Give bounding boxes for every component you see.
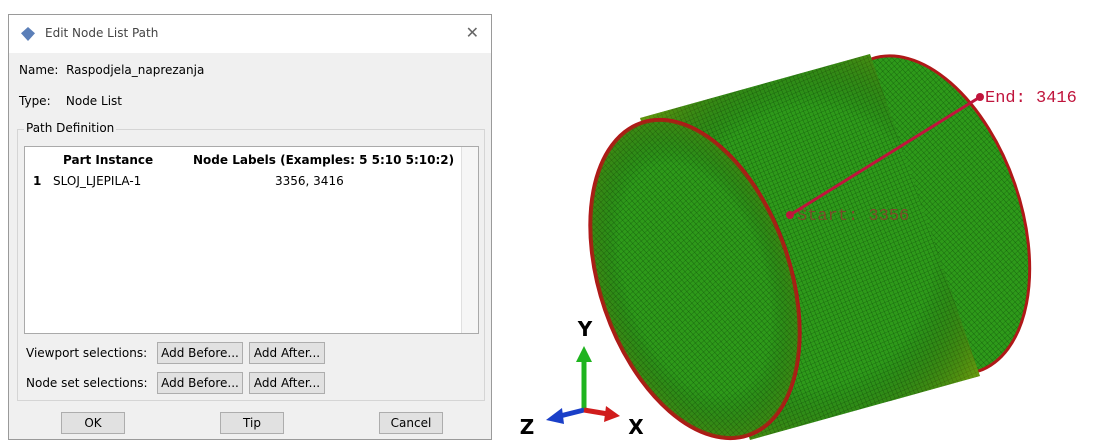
title-bar: Edit Node List Path ✕ [9,15,491,53]
end-node [976,93,984,101]
cell[interactable]: 3356, 3416 [275,174,344,188]
dialog-title: Edit Node List Path [45,26,158,40]
button[interactable]: Add Before... [157,372,243,394]
face-shading [551,92,838,448]
axis-label: Y [577,317,593,341]
column-header[interactable]: Part Instance [63,153,153,167]
column-header[interactable]: Node Labels (Examples: 5 5:10 5:10:2) [193,153,454,167]
name-label: Name: [19,63,58,77]
type-row: Type: Node List [19,94,122,108]
page: Edit Node List Path ✕ Name: Raspodjela_n… [0,0,1117,448]
cancel-button[interactable]: Cancel [379,412,443,434]
path-line [790,97,980,215]
end-label: End: 3416 [985,89,1077,108]
axis-label: Z [520,415,535,439]
close-button[interactable]: ✕ [466,23,479,42]
name-row: Name: Raspodjela_naprezanja [19,63,204,77]
start-node [786,211,794,219]
button[interactable]: Add After... [249,372,325,394]
button[interactable]: Add After... [249,342,325,364]
app-icon [21,27,35,41]
nodeset-label: Node set selections: [26,376,148,390]
viewport-label: Viewport selections: [26,346,147,360]
type-value: Node List [66,94,122,108]
tip-button[interactable]: Tip [220,412,284,434]
path-group: Path Definition Part Instance Node Label… [17,129,485,401]
row-index: 1 [33,174,41,188]
start-label: Start: 3356 [797,207,909,226]
ok-button[interactable]: OK [61,412,125,434]
axis-label: X [628,415,644,439]
name-value: Raspodjela_naprezanja [66,63,204,77]
back-face [781,28,1068,402]
cell[interactable]: SLOJ_LJEPILA-1 [53,174,141,188]
scrollbar[interactable] [461,147,478,333]
table: Part Instance Node Labels (Examples: 5 5… [24,146,479,334]
dialog: Edit Node List Path ✕ Name: Raspodjela_n… [8,14,492,440]
cylinder [551,28,1068,448]
group-title: Path Definition [24,121,116,135]
front-face [551,92,838,448]
cylinder-body [640,54,980,440]
body-shading [640,54,980,440]
type-label: Type: [19,94,51,108]
axis-triad: Y Z X [520,317,645,439]
button[interactable]: Add Before... [157,342,243,364]
